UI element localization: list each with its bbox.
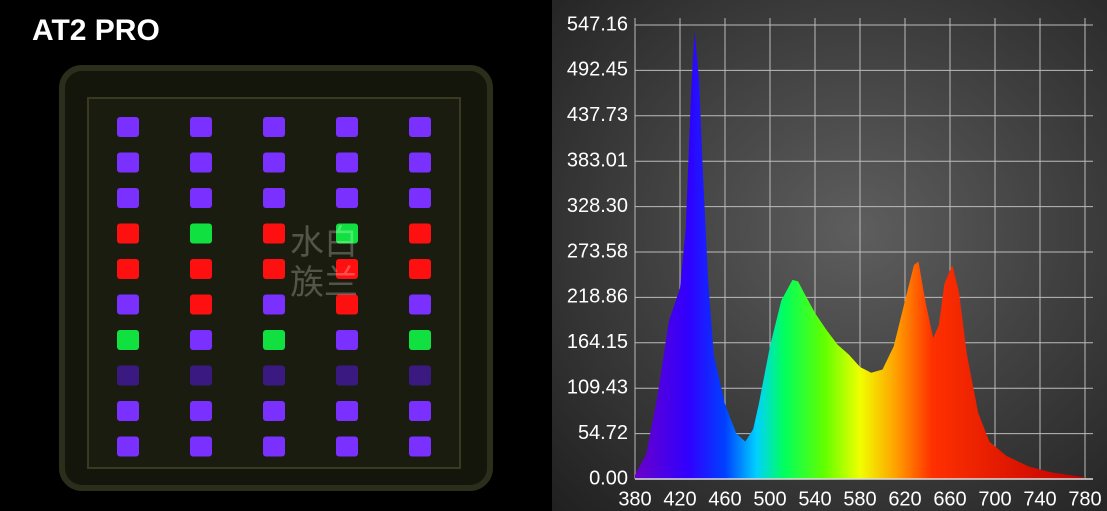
led bbox=[117, 436, 139, 457]
led bbox=[117, 188, 139, 208]
x-tick-label: 420 bbox=[663, 488, 696, 510]
x-tick-label: 740 bbox=[1023, 488, 1056, 510]
led bbox=[263, 401, 285, 421]
led bbox=[263, 330, 285, 350]
led bbox=[409, 365, 431, 386]
led bbox=[117, 223, 139, 244]
led bbox=[190, 188, 212, 208]
led bbox=[409, 188, 431, 208]
led bbox=[336, 365, 358, 386]
led bbox=[190, 152, 212, 173]
led bbox=[336, 117, 358, 137]
led bbox=[117, 117, 139, 137]
y-tick-label: 218.86 bbox=[567, 286, 628, 308]
led bbox=[263, 259, 285, 279]
led bbox=[409, 294, 431, 315]
led bbox=[336, 436, 358, 457]
y-tick-label: 0.00 bbox=[589, 467, 628, 489]
led bbox=[409, 223, 431, 244]
led bbox=[263, 365, 285, 386]
led bbox=[190, 223, 212, 244]
y-tick-label: 109.43 bbox=[567, 376, 628, 398]
led-chip bbox=[59, 65, 493, 491]
led bbox=[336, 223, 358, 244]
y-tick-label: 54.72 bbox=[578, 422, 628, 444]
x-tick-label: 620 bbox=[888, 488, 921, 510]
led bbox=[336, 188, 358, 208]
y-tick-label: 273.58 bbox=[567, 240, 628, 262]
led bbox=[117, 259, 139, 279]
led bbox=[117, 401, 139, 421]
led bbox=[190, 117, 212, 137]
led bbox=[409, 117, 431, 137]
led bbox=[263, 436, 285, 457]
led bbox=[117, 152, 139, 173]
y-tick-label: 328.30 bbox=[567, 195, 628, 217]
led bbox=[117, 330, 139, 350]
x-tick-label: 540 bbox=[798, 488, 831, 510]
x-tick-label: 460 bbox=[708, 488, 741, 510]
y-tick-label: 492.45 bbox=[567, 59, 628, 81]
led bbox=[336, 294, 358, 315]
led bbox=[263, 152, 285, 173]
y-tick-label: 547.16 bbox=[567, 13, 628, 35]
led bbox=[263, 294, 285, 315]
led bbox=[409, 401, 431, 421]
led bbox=[263, 188, 285, 208]
led bbox=[336, 330, 358, 350]
photo-label: AT2 PRO bbox=[32, 14, 160, 47]
watermark: 水白 bbox=[290, 224, 358, 262]
x-tick-label: 700 bbox=[978, 488, 1011, 510]
y-tick-label: 437.73 bbox=[567, 104, 628, 126]
led bbox=[409, 152, 431, 173]
spectrum-area bbox=[635, 30, 1085, 480]
x-tick-label: 660 bbox=[933, 488, 966, 510]
led bbox=[336, 259, 358, 279]
x-tick-label: 500 bbox=[753, 488, 786, 510]
led bbox=[190, 259, 212, 279]
led bbox=[263, 117, 285, 137]
x-tick-label: 780 bbox=[1068, 488, 1101, 510]
led bbox=[117, 294, 139, 315]
led bbox=[190, 401, 212, 421]
watermark: 族兰 bbox=[290, 264, 358, 302]
led bbox=[409, 436, 431, 457]
x-tick-label: 380 bbox=[618, 488, 651, 510]
y-tick-label: 164.15 bbox=[567, 331, 628, 353]
led bbox=[190, 330, 212, 350]
led bbox=[336, 152, 358, 173]
led bbox=[409, 259, 431, 279]
plot: 0.00 54.72 109.43 164.15 218.86 273.58 328.30 3… bbox=[567, 13, 1102, 510]
led bbox=[190, 365, 212, 386]
led bbox=[263, 223, 285, 244]
led bbox=[190, 294, 212, 315]
x-tick-label: 580 bbox=[843, 488, 876, 510]
led bbox=[190, 436, 212, 457]
led bbox=[336, 401, 358, 421]
led bbox=[117, 365, 139, 386]
led bbox=[409, 330, 431, 350]
y-tick-label: 383.01 bbox=[567, 149, 628, 171]
